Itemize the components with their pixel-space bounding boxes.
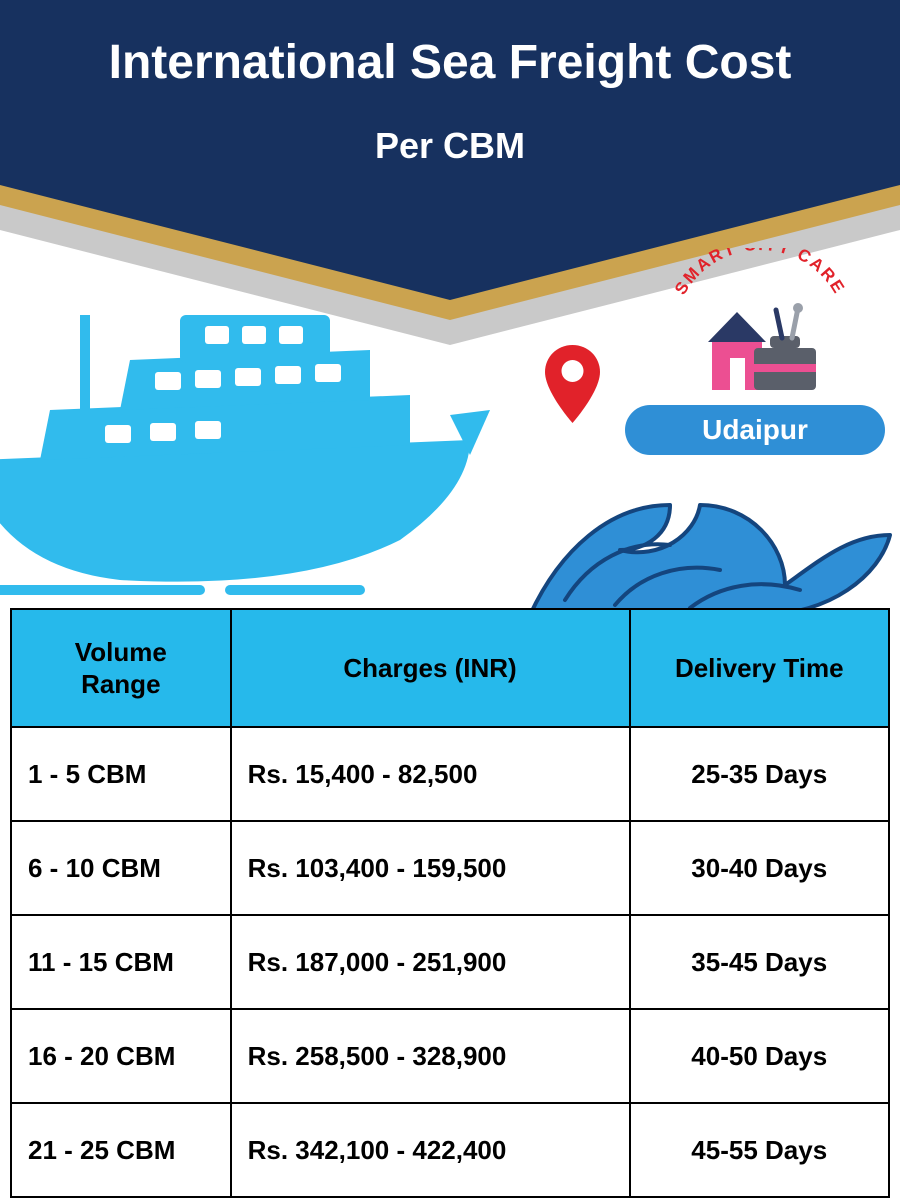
cell-volume: 16 - 20 CBM (11, 1009, 231, 1103)
cell-charges: Rs. 103,400 - 159,500 (231, 821, 630, 915)
col-charges: Charges (INR) (231, 609, 630, 727)
table-row: 21 - 25 CBM Rs. 342,100 - 422,400 45-55 … (11, 1103, 889, 1197)
wave-icon (520, 450, 900, 620)
table-row: 16 - 20 CBM Rs. 258,500 - 328,900 40-50 … (11, 1009, 889, 1103)
cell-delivery: 40-50 Days (630, 1009, 890, 1103)
table-row: 11 - 15 CBM Rs. 187,000 - 251,900 35-45 … (11, 915, 889, 1009)
cell-volume: 21 - 25 CBM (11, 1103, 231, 1197)
location-pin-icon (545, 345, 600, 425)
table-row: 6 - 10 CBM Rs. 103,400 - 159,500 30-40 D… (11, 821, 889, 915)
cell-volume: 6 - 10 CBM (11, 821, 231, 915)
cell-delivery: 25-35 Days (630, 727, 890, 821)
table-header-row: VolumeRange Charges (INR) Delivery Time (11, 609, 889, 727)
ship-icon (0, 260, 490, 600)
brand-arc-text: SMART CITY CARE (671, 248, 849, 298)
page-subtitle: Per CBM (0, 125, 900, 167)
cell-charges: Rs. 15,400 - 82,500 (231, 727, 630, 821)
svg-text:SMART CITY CARE: SMART CITY CARE (671, 248, 849, 298)
page-title: International Sea Freight Cost (0, 35, 900, 90)
cell-delivery: 35-45 Days (630, 915, 890, 1009)
col-delivery: Delivery Time (630, 609, 890, 727)
city-badge: Udaipur (625, 405, 885, 455)
cell-charges: Rs. 258,500 - 328,900 (231, 1009, 630, 1103)
city-label: Udaipur (702, 414, 808, 445)
table-row: 1 - 5 CBM Rs. 15,400 - 82,500 25-35 Days (11, 727, 889, 821)
col-volume: VolumeRange (11, 609, 231, 727)
brand-logo: SMART CITY CARE (660, 250, 860, 410)
freight-cost-table: VolumeRange Charges (INR) Delivery Time … (10, 608, 890, 1198)
cell-charges: Rs. 187,000 - 251,900 (231, 915, 630, 1009)
cell-delivery: 30-40 Days (630, 821, 890, 915)
cell-volume: 11 - 15 CBM (11, 915, 231, 1009)
cell-charges: Rs. 342,100 - 422,400 (231, 1103, 630, 1197)
cell-volume: 1 - 5 CBM (11, 727, 231, 821)
cell-delivery: 45-55 Days (630, 1103, 890, 1197)
